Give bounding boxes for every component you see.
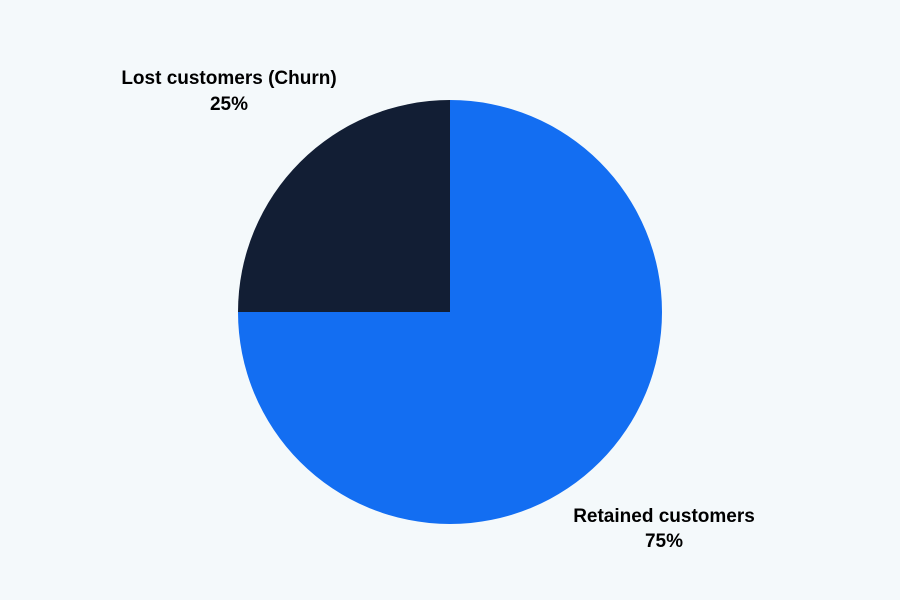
slice-label-retained: Retained customers	[573, 506, 755, 527]
slice-value-churn: 25%	[210, 94, 248, 115]
slice-value-retained: 75%	[645, 531, 683, 552]
slice-churn	[238, 100, 450, 312]
slice-label-churn: Lost customers (Churn)	[121, 68, 336, 89]
pie-slices	[238, 100, 662, 524]
